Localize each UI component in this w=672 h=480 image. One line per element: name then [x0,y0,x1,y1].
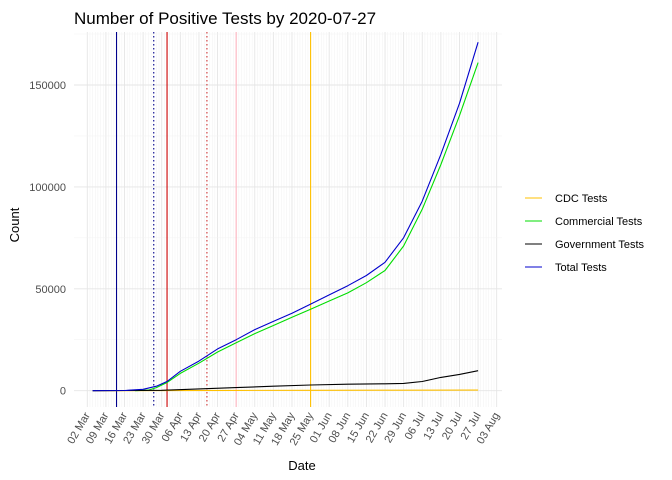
x-axis-title: Date [288,458,315,473]
y-tick-label: 0 [60,386,66,398]
legend-label: Commercial Tests [555,216,643,228]
y-axis-title: Count [7,207,22,242]
legend-label: Total Tests [555,262,607,274]
legend-label: CDC Tests [555,193,608,205]
legend: CDC Tests Commercial Tests Government Test… [525,193,645,274]
legend-label: Government Tests [555,239,645,251]
chart-title: Number of Positive Tests by 2020-07-27 [74,9,376,28]
series-line [92,370,479,392]
series-line [135,62,479,392]
y-tick-label: 100000 [29,182,66,194]
y-tick-label: 50000 [35,284,66,296]
series-lines [92,42,479,392]
series-line [92,42,479,392]
reference-lines [115,32,312,407]
y-tick-label: 150000 [29,80,66,92]
y-axis-ticks: 0 50000 100000 150000 [29,80,66,398]
grid [74,32,502,407]
